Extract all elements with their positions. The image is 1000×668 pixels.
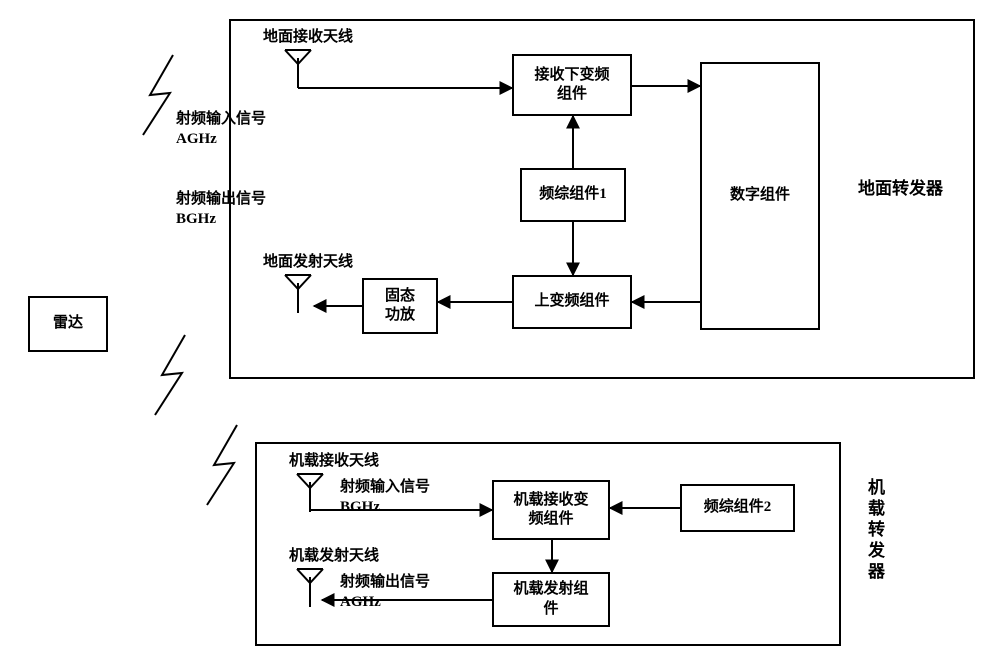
antenna-icon [283,273,313,313]
freq-synth2-label: 频综组件2 [704,498,772,518]
airborne-rf-in-label: 射频输入信号 BGHz [340,478,430,517]
ground-tx-antenna-label: 地面发射天线 [263,253,353,273]
antenna-icon [283,48,313,88]
airborne-rf-out-label: 射频输出信号 AGHz [340,573,430,612]
diagram-canvas: 雷达 地面转发器 地面接收天线 射频输入信号 AGHz 射频输出信号 BGHz … [0,0,1000,668]
airborne-rx-conv-box: 机载接收变 频组件 [492,480,610,540]
airborne-rx-antenna-label: 机载接收天线 [289,452,379,472]
rx-downconverter-label: 接收下变频 组件 [534,66,609,105]
lightning-icon [138,55,188,135]
sspa-box: 固态 功放 [362,278,438,334]
airborne-rx-conv-label: 机载接收变 频组件 [513,491,588,530]
upconverter-label: 上变频组件 [534,292,609,312]
radar-label: 雷达 [53,314,83,334]
antenna-icon [295,472,325,512]
upconverter-box: 上变频组件 [512,275,632,329]
airborne-tx-label: 机载发射组 件 [513,580,588,619]
lightning-icon [150,335,200,415]
rx-downconverter-box: 接收下变频 组件 [512,54,632,116]
antenna-icon [295,567,325,607]
ground-rx-antenna-label: 地面接收天线 [263,28,353,48]
sspa-label: 固态 功放 [385,287,415,326]
ground-rf-in-label: 射频输入信号 AGHz [176,110,266,149]
airborne-tx-antenna-label: 机载发射天线 [289,547,379,567]
digital-box: 数字组件 [700,62,820,330]
freq-synth1-label: 频综组件1 [539,185,607,205]
airborne-transponder-title: 机载转发器 [862,478,887,583]
ground-transponder-title: 地面转发器 [858,178,943,200]
ground-rf-out-label: 射频输出信号 BGHz [176,190,266,229]
freq-synth1-box: 频综组件1 [520,168,626,222]
lightning-icon [202,425,252,505]
airborne-tx-box: 机载发射组 件 [492,572,610,627]
digital-label: 数字组件 [730,186,790,206]
radar-box: 雷达 [28,296,108,352]
freq-synth2-box: 频综组件2 [680,484,795,532]
